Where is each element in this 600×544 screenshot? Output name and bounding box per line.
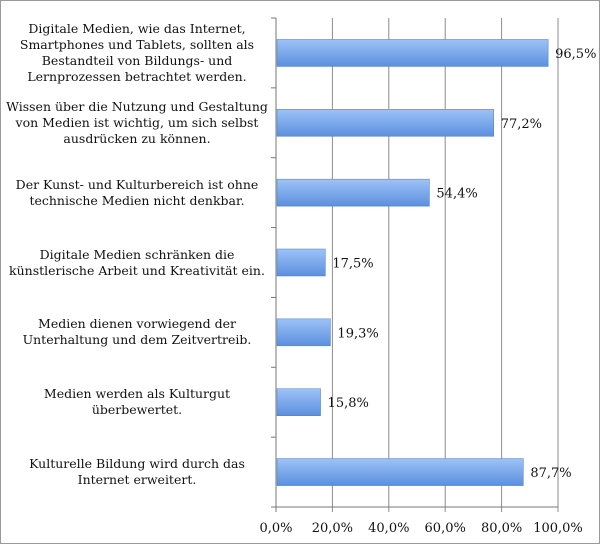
data-label: 15,8% [328,396,369,411]
bar [276,458,524,486]
bar [276,178,430,207]
data-label: 54,4% [436,187,477,202]
category-label: Digitale Medien schränken die künstleris… [9,246,265,278]
bar [276,388,321,416]
bar [276,248,326,277]
x-tick-label: 0,0% [259,521,292,536]
data-label: 87,7% [530,466,571,481]
data-label: 77,2% [501,117,542,132]
x-tick-label: 60,0% [425,521,466,536]
data-label: 19,3% [337,326,378,341]
data-label: 17,5% [332,257,373,272]
bar [276,318,331,347]
category-label: Medien dienen vorwiegend der Unterhaltun… [22,316,252,348]
bar [276,109,494,137]
bar [276,39,549,67]
category-label: Kulturelle Bildung wird durch das Intern… [29,456,245,488]
x-tick-label: 40,0% [368,521,409,536]
category-label: Wissen über die Nutzung und Gestaltung v… [6,98,268,146]
data-label: 96,5% [555,47,596,62]
x-tick-label: 20,0% [312,521,353,536]
x-tick-label: 100,0% [533,521,583,536]
category-label: Digitale Medien, wie das Internet, Smart… [19,20,255,84]
category-label: Der Kunst- und Kulturbereich ist ohne te… [15,176,259,208]
category-label: Medien werden als Kulturgut überbewertet… [43,386,231,418]
x-tick-label: 80,0% [481,521,522,536]
